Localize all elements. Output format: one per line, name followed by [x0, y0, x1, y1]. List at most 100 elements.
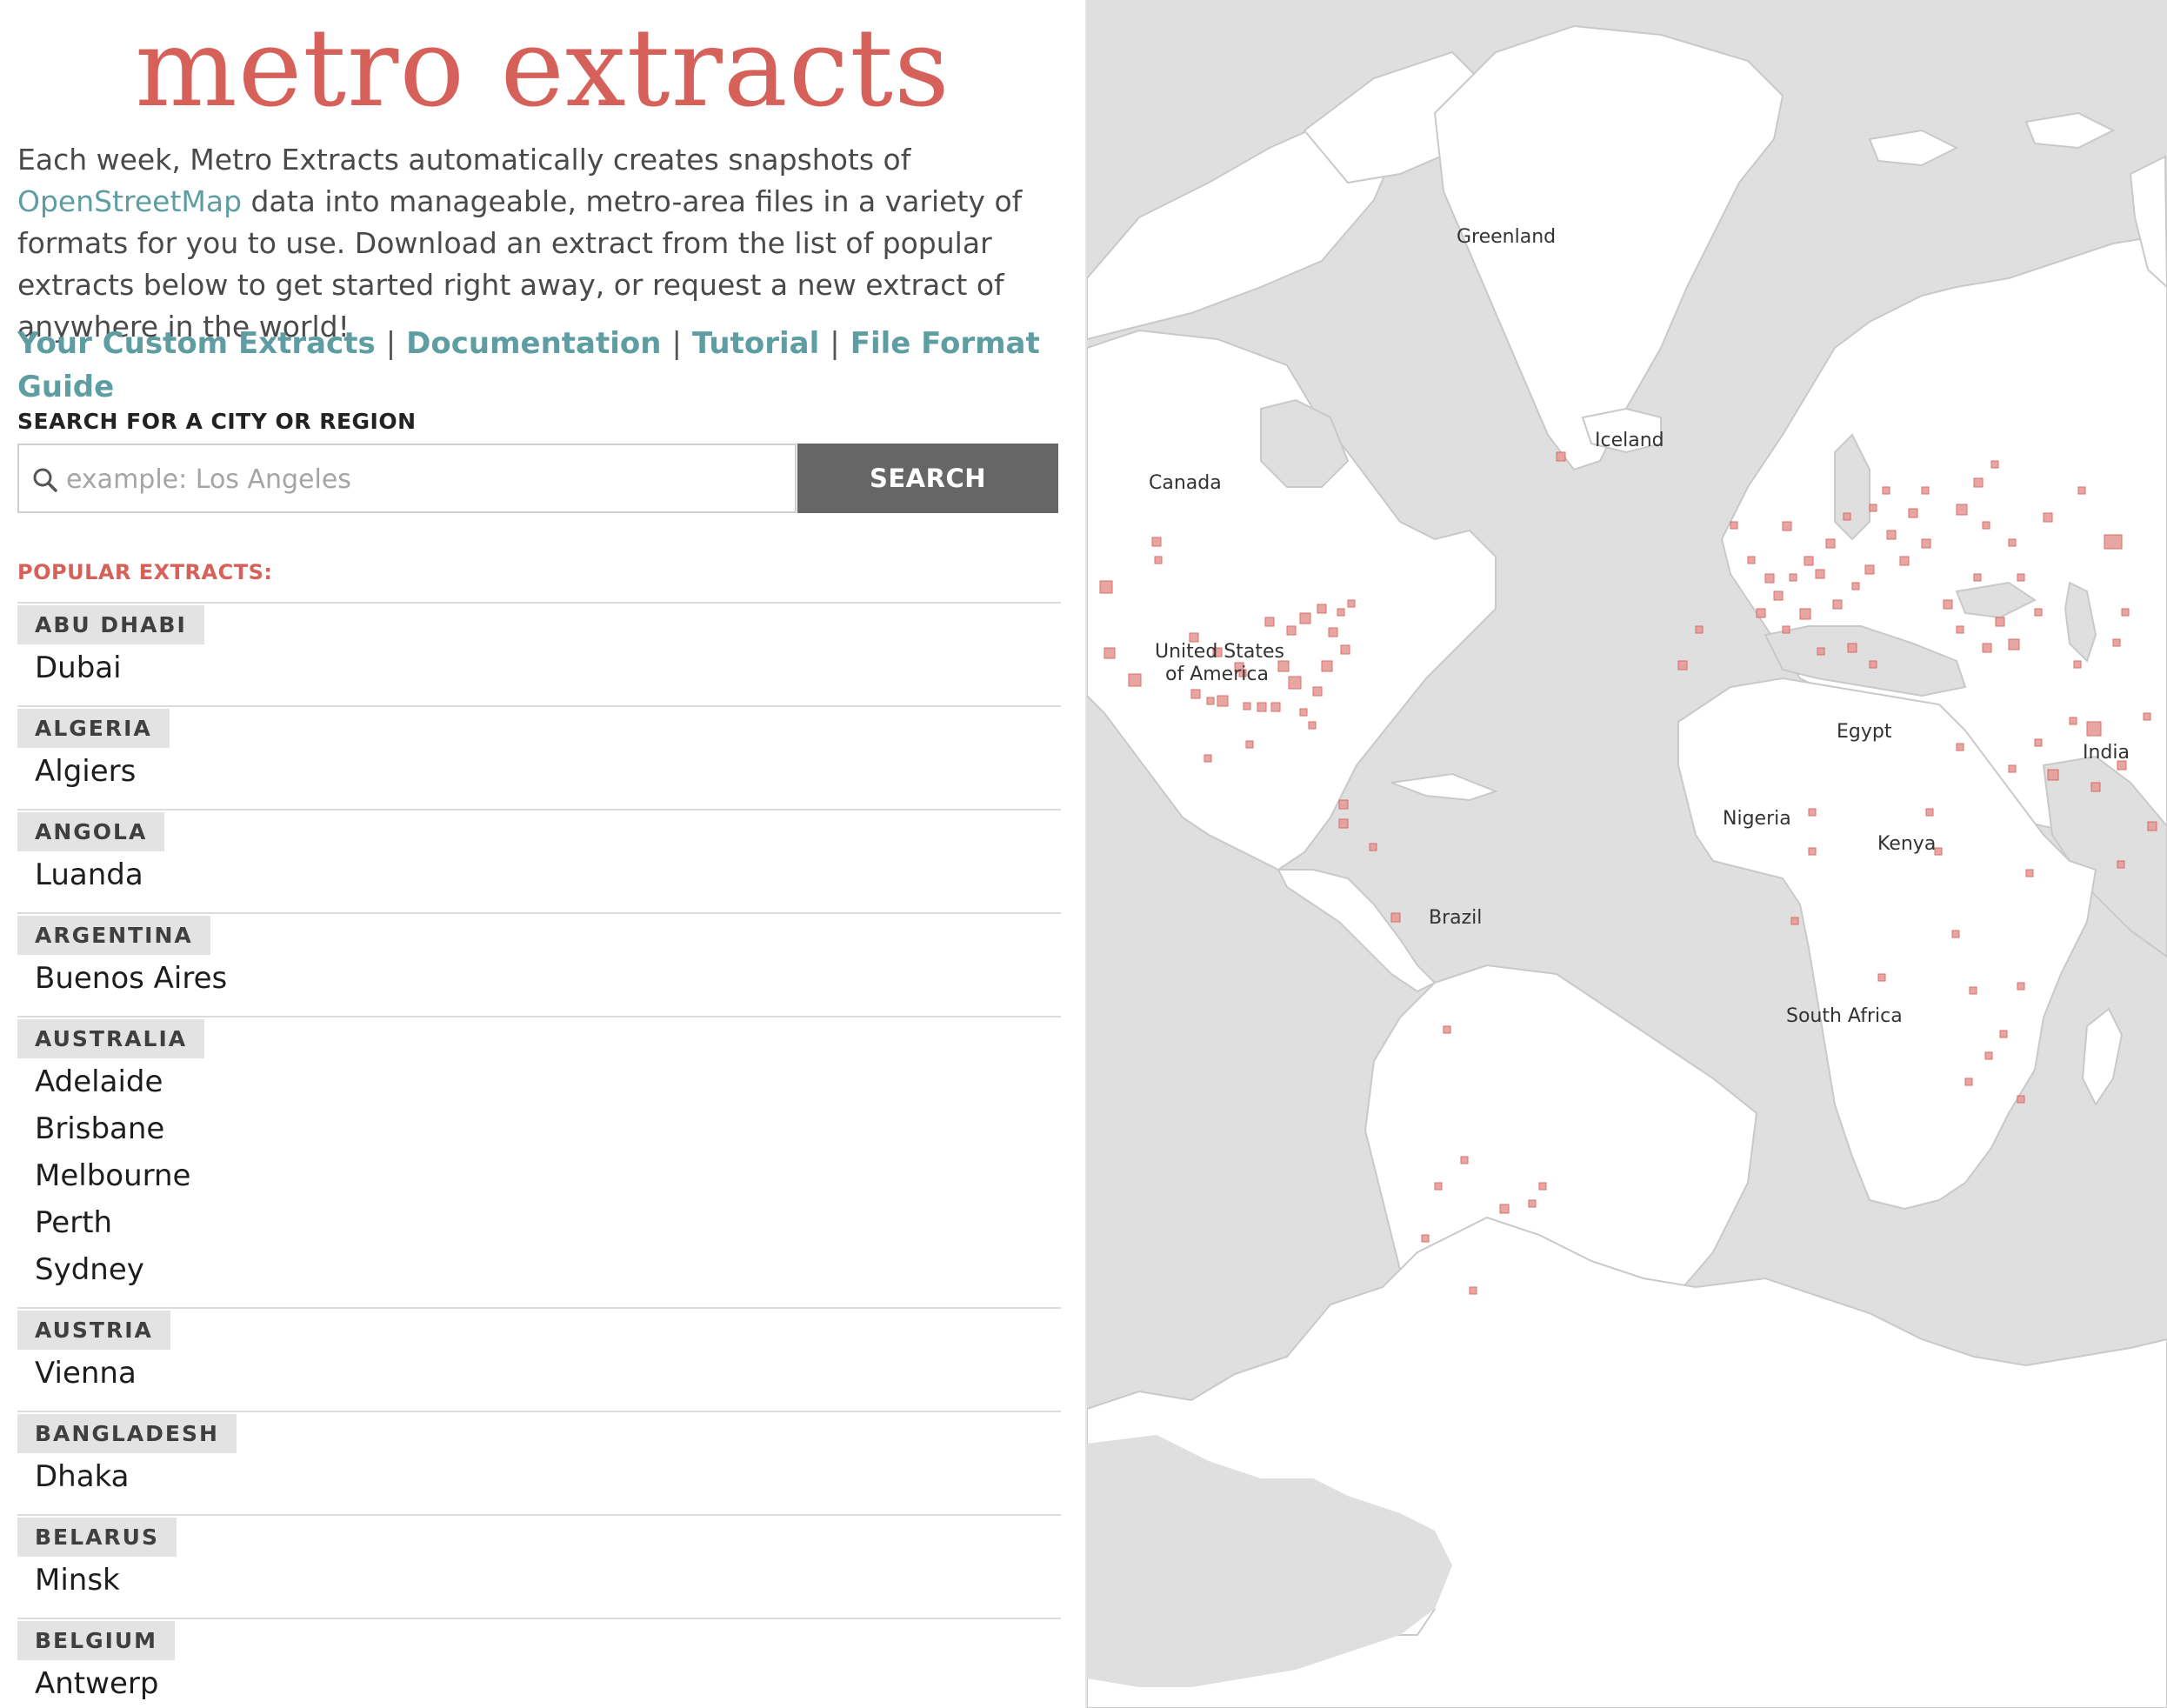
marker: [1943, 599, 1953, 610]
marker: [1443, 1025, 1451, 1034]
city-link[interactable]: Vienna: [35, 1356, 137, 1391]
land-greenland: [1433, 24, 1784, 471]
country-label: ABU DHABI: [17, 605, 204, 644]
marker: [1925, 808, 1934, 817]
map-labels: Greenland Iceland Canada United States o…: [1149, 226, 2130, 1027]
link-separator: |: [830, 326, 840, 361]
city-link[interactable]: Luanda: [35, 857, 143, 892]
marker: [1421, 1234, 1430, 1243]
marker: [1154, 556, 1163, 564]
marker: [1782, 625, 1790, 634]
country-group: ABU DHABI Dubai: [17, 602, 1061, 705]
marker: [2017, 573, 2025, 582]
marker: [1969, 986, 1977, 995]
city-link[interactable]: Sydney: [35, 1252, 144, 1287]
marker: [1277, 660, 1290, 672]
marker: [1804, 556, 1814, 566]
link-separator: |: [385, 326, 397, 361]
map-canvas[interactable]: Greenland Iceland Canada United States o…: [1087, 0, 2167, 1708]
openstreetmap-link[interactable]: OpenStreetMap: [17, 184, 243, 218]
country-group: BELGIUMAntwerpBrussels: [17, 1618, 1061, 1708]
country-label: BANGLADESH: [17, 1414, 237, 1453]
marker: [1843, 512, 1851, 521]
land-madagascar: [2081, 1007, 2124, 1106]
map-label-iceland: Iceland: [1595, 430, 1664, 451]
marker: [1556, 451, 1566, 462]
marker: [2090, 782, 2101, 792]
marker: [1921, 538, 1931, 549]
land-mediterranean: [1764, 625, 1967, 697]
marker: [1369, 843, 1377, 851]
marker: [1730, 521, 1738, 530]
marker: [1869, 660, 1877, 669]
city-link[interactable]: Brisbane: [35, 1111, 165, 1146]
map-label-egypt: Egypt: [1837, 721, 1892, 743]
city-link[interactable]: Minsk: [35, 1563, 120, 1598]
marker: [1217, 695, 1229, 707]
city-link[interactable]: Algiers: [35, 754, 137, 789]
marker: [1815, 569, 1825, 579]
marker: [1212, 647, 1223, 657]
marker: [1460, 1156, 1469, 1164]
marker: [1782, 521, 1792, 531]
marker: [2117, 760, 2127, 771]
marker: [1286, 625, 1297, 636]
marker: [1206, 697, 1215, 705]
marker: [1817, 647, 1825, 656]
marker: [2077, 486, 2086, 495]
marker: [1808, 808, 1817, 817]
search-label: SEARCH FOR A CITY OR REGION: [17, 409, 417, 434]
city-link[interactable]: Dhaka: [35, 1459, 130, 1494]
intro-text-after: data into manageable, metro-area files i…: [17, 184, 1023, 344]
marker: [1338, 799, 1349, 810]
search-icon: [33, 468, 57, 492]
marker: [1899, 556, 1910, 566]
marker: [1773, 590, 1784, 601]
file-format-guide-link[interactable]: File Format Guide: [17, 326, 1040, 404]
search-button[interactable]: SEARCH: [797, 444, 1058, 513]
popular-extracts-list: ABU DHABI Dubai ALGERIA Algiers ANGOLA Luanda…: [17, 602, 1061, 1708]
marker: [1337, 608, 1345, 617]
city-link[interactable]: Buenos Aires: [35, 961, 228, 996]
marker: [2069, 717, 2077, 725]
marker: [1328, 627, 1338, 637]
marker: [1190, 689, 1201, 699]
city-link[interactable]: Dubai: [35, 651, 122, 685]
marker: [1789, 573, 1797, 582]
marker: [2017, 1095, 2025, 1104]
country-group: ALGERIA Algiers: [17, 705, 1061, 809]
city-link[interactable]: Perth: [35, 1205, 113, 1240]
marker: [1151, 537, 1162, 547]
country-group: ARGENTINA Buenos Aires: [17, 912, 1061, 1016]
marker: [1956, 743, 1964, 751]
tutorial-link[interactable]: Tutorial: [691, 326, 820, 361]
marker: [1338, 818, 1349, 829]
extract-markers: [1099, 451, 2157, 1295]
land-black-sea: [1955, 581, 2037, 619]
search-input[interactable]: [64, 452, 781, 506]
panel-divider: [1085, 0, 1087, 1708]
country-group: AUSTRALIA Adelaide Brisbane Melbourne Perth S…: [17, 1016, 1061, 1307]
marker: [1245, 740, 1254, 749]
custom-extracts-link[interactable]: Your Custom Extracts: [17, 326, 376, 361]
land-central-america: [1277, 869, 1437, 993]
city-link[interactable]: Antwerp: [35, 1666, 159, 1701]
country-group: ANGOLA Luanda: [17, 809, 1061, 912]
marker: [2017, 982, 2025, 991]
marker: [1984, 1051, 1993, 1060]
marker: [2034, 608, 2043, 617]
world-map[interactable]: Greenland Iceland Canada United States o…: [1087, 0, 2167, 1708]
antarctic-ocean-band: [1087, 1435, 1452, 1687]
marker: [1990, 460, 1999, 469]
map-label-south-africa: South Africa: [1786, 1005, 1903, 1027]
marker: [1825, 538, 1836, 549]
country-label: AUSTRALIA: [17, 1019, 205, 1058]
city-link[interactable]: Melbourne: [35, 1158, 191, 1193]
city-link[interactable]: Adelaide: [35, 1064, 163, 1099]
search-field[interactable]: [17, 444, 797, 513]
marker: [2117, 860, 2125, 869]
documentation-link[interactable]: Documentation: [406, 326, 662, 361]
marker: [1764, 573, 1775, 584]
marker: [1257, 702, 1267, 712]
marker: [2008, 538, 2017, 547]
